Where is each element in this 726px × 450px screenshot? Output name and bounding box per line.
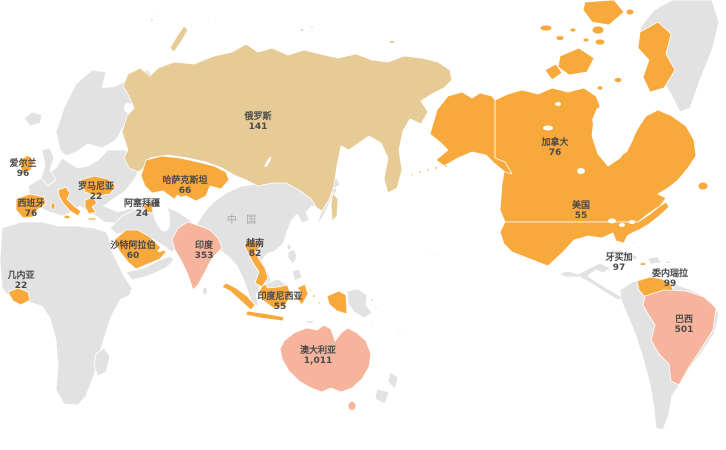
- region-russia[interactable]: [121, 43, 453, 212]
- region-saudi-arabia[interactable]: [113, 229, 167, 270]
- region-ireland[interactable]: [19, 154, 35, 174]
- label-indonesia: 印度尼西亚 55: [257, 292, 303, 312]
- region-kazakhstan[interactable]: [140, 155, 230, 202]
- persian-gulf: [157, 245, 167, 253]
- region-alaska[interactable]: [429, 91, 513, 175]
- landmass-puerto-rico: [665, 260, 671, 264]
- canada-lake: [577, 168, 585, 174]
- landmass-taiwan: [286, 243, 292, 251]
- lake-baikal: [264, 156, 272, 168]
- region-crete: [87, 217, 97, 221]
- hudson-bay: [592, 108, 634, 160]
- base-landmasses: [0, 0, 720, 431]
- region-papua-indonesia[interactable]: [326, 290, 348, 315]
- landmass-madagascar: [93, 347, 111, 377]
- region-sulawesi[interactable]: [296, 283, 309, 306]
- landmass-new-guinea-east: [346, 288, 373, 319]
- canada-lake: [543, 125, 553, 131]
- great-lake: [619, 223, 625, 227]
- label-canada: 加拿大 76: [541, 138, 569, 158]
- region-newfoundland: [697, 181, 709, 191]
- landmass-mexico-central-america: [511, 251, 629, 301]
- region-romania[interactable]: [79, 175, 117, 197]
- region-india[interactable]: [171, 221, 223, 291]
- landmass-timor: [305, 320, 315, 324]
- great-lake: [628, 220, 636, 224]
- label-india: 印度 353: [194, 241, 214, 261]
- colored-regions: [7, 0, 717, 411]
- region-vietnam[interactable]: [243, 239, 269, 288]
- landmass-south-arabia: [125, 255, 175, 281]
- landmass-philippines-mindanao: [291, 268, 303, 282]
- region-sumatra[interactable]: [221, 282, 256, 311]
- label-saudi-arabia: 沙特阿拉伯 60: [110, 241, 156, 261]
- great-lake: [608, 218, 616, 224]
- label-azerbaijan: 阿塞拜疆 24: [123, 199, 161, 219]
- label-kazakhstan: 哈萨克斯坦 66: [162, 176, 208, 196]
- region-brazil[interactable]: [642, 289, 717, 386]
- region-tasmania: [347, 401, 357, 411]
- region-usa[interactable]: [499, 201, 670, 267]
- black-sea: [113, 194, 139, 206]
- landmass-iceland: [23, 111, 43, 127]
- region-greece[interactable]: [84, 196, 98, 215]
- caspian-sea: [151, 194, 171, 232]
- landmass-africa: [0, 221, 133, 406]
- canada-lake: [555, 102, 561, 106]
- label-romania: 罗马尼亚 22: [77, 182, 115, 202]
- aral-sea: [175, 195, 181, 203]
- region-aleutians: [410, 164, 448, 177]
- region-canada[interactable]: [494, 87, 697, 223]
- label-australia: 澳大利亚 1,011: [299, 346, 337, 366]
- label-jamaica: 牙买加 97: [605, 253, 633, 273]
- landmass-philippines-luzon: [287, 248, 298, 265]
- region-guinea[interactable]: [7, 287, 31, 306]
- label-venezuela: 委内瑞拉 99: [651, 269, 689, 289]
- label-ireland: 爱尔兰 96: [9, 159, 37, 179]
- label-china: 中 国: [226, 215, 260, 226]
- landmass-nz-north: [387, 371, 399, 390]
- label-spain: 西班牙 76: [17, 199, 45, 219]
- region-maluku: [317, 301, 321, 305]
- region-australia[interactable]: [279, 324, 372, 393]
- region-canadian-arctic-islands[interactable]: [539, 0, 676, 93]
- region-arctic-island: [310, 25, 314, 29]
- label-usa: 美国 55: [571, 201, 591, 221]
- white-sea: [124, 103, 132, 113]
- region-arctic-island: [300, 28, 304, 32]
- region-wrangel: [389, 40, 395, 44]
- label-russia: 俄罗斯 141: [244, 112, 272, 132]
- region-java[interactable]: [245, 310, 285, 322]
- landmass-sri-lanka: [202, 286, 208, 296]
- water-overlays: [113, 102, 636, 289]
- region-spain[interactable]: [15, 193, 47, 219]
- landmass-cuba: [610, 249, 639, 261]
- region-jamaica[interactable]: [639, 262, 647, 266]
- region-novaya-zemlya: [169, 25, 189, 53]
- region-maluku: [312, 294, 316, 298]
- label-brazil: 巴西 501: [674, 315, 694, 335]
- region-italy[interactable]: [57, 186, 82, 217]
- landmass-uk: [40, 147, 57, 187]
- landmass-nz-south: [374, 388, 390, 405]
- region-sakhalin: [330, 192, 339, 222]
- label-guinea: 几内亚 22: [7, 271, 35, 291]
- region-maluku: [308, 288, 312, 292]
- landmass-hispaniola: [647, 256, 662, 265]
- label-vietnam: 越南 82: [245, 239, 265, 259]
- landmass-malaysia-borneo: [264, 278, 288, 289]
- region-sardinia: [50, 202, 56, 210]
- region-sicily: [63, 214, 71, 220]
